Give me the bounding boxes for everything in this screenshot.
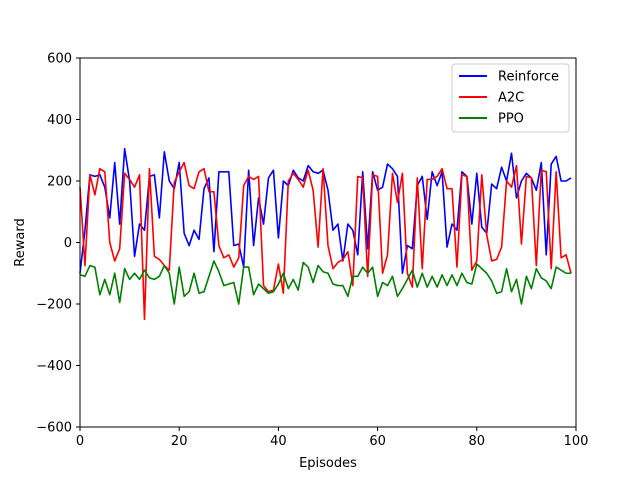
y-tick-label: 400 — [47, 113, 72, 128]
x-tick-label: 0 — [76, 434, 84, 449]
y-axis-label: Reward — [13, 218, 28, 266]
x-tick-label: 80 — [469, 434, 486, 449]
legend-label-a2c: A2C — [498, 91, 524, 106]
y-tick-label: 0 — [64, 236, 72, 251]
y-tick-label: −200 — [36, 298, 72, 313]
legend-label-ppo: PPO — [498, 112, 524, 127]
series-layer — [79, 147, 572, 321]
x-tick-label: 60 — [369, 434, 386, 449]
x-tick-label: 20 — [171, 434, 188, 449]
legend: Reinforce A2C PPO — [451, 63, 570, 133]
legend-box — [451, 63, 570, 133]
y-tick-label: −400 — [36, 359, 72, 374]
x-tick-label: 40 — [270, 434, 287, 449]
y-tick-label: 600 — [47, 52, 72, 67]
legend-label-reinforce: Reinforce — [498, 70, 559, 85]
x-axis-ticks: 0 20 40 60 80 100 — [76, 427, 589, 449]
y-tick-label: −600 — [36, 421, 72, 436]
y-tick-label: 200 — [47, 175, 72, 190]
series-line-a2c — [79, 161, 572, 321]
x-axis-label: Episodes — [299, 456, 357, 471]
y-axis-ticks: −600 −400 −200 0 200 400 600 — [36, 52, 80, 436]
x-tick-label: 100 — [564, 434, 589, 449]
series-line-reinforce — [79, 147, 572, 275]
series-line-ppo — [79, 260, 572, 305]
